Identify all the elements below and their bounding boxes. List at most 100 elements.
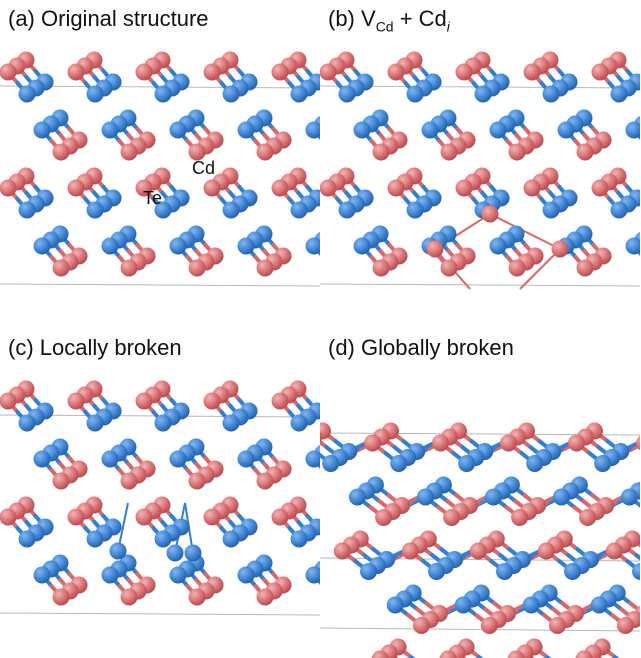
cd-atom	[387, 179, 405, 197]
te-atom	[169, 237, 187, 255]
te-atom	[86, 85, 104, 103]
te-atom	[542, 85, 560, 103]
te-atom	[625, 121, 640, 139]
defect-bond	[519, 248, 561, 290]
te-atom	[610, 85, 628, 103]
cd-atom	[120, 588, 138, 606]
te-defect-atom	[184, 544, 202, 562]
te-atom	[386, 596, 404, 614]
cd-atom	[256, 143, 274, 161]
cd-atom	[537, 542, 555, 560]
cd-atom	[440, 143, 458, 161]
cd-atom	[591, 179, 609, 197]
te-atom	[552, 488, 570, 506]
cd-atom	[135, 392, 153, 410]
cd-atom	[135, 179, 153, 197]
bond	[634, 553, 640, 561]
te-atom	[18, 201, 36, 219]
cd-atom	[188, 259, 206, 277]
cd-atom	[52, 472, 70, 490]
cd-atom	[320, 63, 337, 81]
cd-atom	[455, 179, 473, 197]
te-atom	[154, 201, 172, 219]
te-atom	[542, 201, 560, 219]
cd-atom	[576, 143, 594, 161]
cd-atom	[188, 472, 206, 490]
cd-atom	[440, 259, 458, 277]
cd-atom	[135, 508, 153, 526]
te-atom	[353, 237, 371, 255]
cd-atom	[480, 617, 498, 635]
cd-atom	[188, 143, 206, 161]
te-atom	[428, 563, 446, 581]
cd-atom	[439, 650, 457, 658]
te-atom	[154, 414, 172, 432]
cd-atom	[67, 392, 85, 410]
cell-boundary-line	[0, 283, 320, 287]
cd-atom	[372, 143, 390, 161]
te-atom	[222, 414, 240, 432]
cd-atom	[203, 63, 221, 81]
te-atom	[222, 201, 240, 219]
cd-atom	[508, 143, 526, 161]
cd-atom	[120, 259, 138, 277]
cd-atom	[412, 617, 430, 635]
te-atom	[169, 566, 187, 584]
cd-atom	[432, 434, 449, 452]
te-atom	[33, 121, 51, 139]
te-atom	[421, 121, 439, 139]
te-atom	[526, 455, 544, 473]
cd-atom	[508, 259, 526, 277]
cd-atom	[575, 650, 593, 658]
te-atom	[305, 121, 320, 139]
cd-atom	[320, 431, 322, 443]
te-atom	[458, 455, 476, 473]
te-atom	[154, 85, 172, 103]
te-atom	[222, 85, 240, 103]
cd-atom	[616, 617, 634, 635]
cd-atom	[401, 542, 419, 560]
structure-b	[320, 51, 640, 290]
te-atom	[237, 121, 255, 139]
cd-atom	[375, 509, 393, 527]
te-atom	[169, 450, 187, 468]
te-atom	[101, 450, 119, 468]
te-atom	[489, 237, 507, 255]
te-atom	[222, 530, 240, 548]
te-atom	[290, 414, 308, 432]
structure-d	[320, 422, 640, 658]
cd-atom	[605, 542, 623, 560]
te-atom	[169, 121, 187, 139]
te-atom	[322, 455, 340, 473]
te-atom	[496, 563, 514, 581]
cd-atom	[372, 259, 390, 277]
te-atom	[290, 85, 308, 103]
te-atom	[101, 237, 119, 255]
cd-atom	[0, 392, 17, 410]
cell-boundary-line	[320, 283, 640, 287]
cd-atom	[320, 422, 331, 440]
cd-atom	[271, 392, 289, 410]
te-atom	[564, 563, 582, 581]
te-atom	[86, 414, 104, 432]
cd-atom	[203, 392, 221, 410]
cd-atom	[67, 179, 85, 197]
te-atom	[33, 237, 51, 255]
cd-atom	[135, 63, 153, 81]
te-atom	[33, 566, 51, 584]
te-atom	[33, 450, 51, 468]
te-atom	[237, 566, 255, 584]
te-atom	[101, 121, 119, 139]
cd-atom	[320, 179, 337, 197]
cd-atom	[387, 63, 405, 81]
panel-b: (b) VCd + Cdi	[320, 0, 640, 329]
te-atom	[610, 201, 628, 219]
cd-atom	[0, 508, 17, 526]
cd-atom	[256, 472, 274, 490]
cd-atom	[271, 179, 289, 197]
cd-atom	[203, 508, 221, 526]
cd-atom	[500, 434, 517, 452]
panel-a-title: (a) Original structure	[8, 6, 209, 31]
cd-atom	[271, 508, 289, 526]
panel-d-title: (d) Globally broken	[328, 335, 514, 360]
